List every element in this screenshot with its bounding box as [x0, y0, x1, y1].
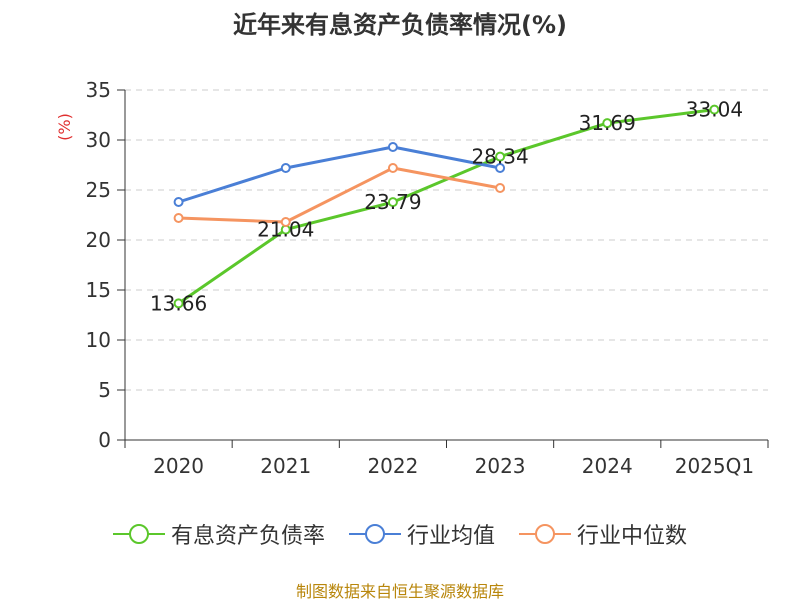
legend-label: 行业均值	[406, 524, 495, 549]
series-line-1	[178, 145, 501, 204]
y-tick-label: 30	[86, 128, 111, 152]
data-point	[709, 104, 720, 115]
series-line-0	[177, 108, 715, 305]
x-tick-label: 2021	[260, 454, 311, 478]
data-label: 23.79	[364, 190, 421, 214]
x-tick-label: 2023	[475, 454, 526, 478]
y-tick-label: 35	[86, 78, 111, 102]
legend-item-interest-debt-ratio[interactable]: 有息资产负债率	[112, 518, 325, 550]
data-point	[173, 298, 184, 309]
y-tick-label: 5	[98, 378, 111, 402]
x-tick-label: 2020	[153, 454, 204, 478]
data-label: 33.04	[686, 98, 743, 122]
chart-title: 近年来有息资产负债率情况(%)	[233, 11, 567, 39]
y-tick-label: 0	[98, 428, 111, 452]
chart-legend: 有息资产负债率 行业均值 行业中位数	[0, 518, 800, 550]
y-axis-label: (%)	[55, 113, 74, 141]
legend-item-industry-average[interactable]: 行业均值	[348, 518, 495, 550]
data-label: 31.69	[579, 111, 636, 135]
data-point	[280, 217, 291, 227]
data-point	[495, 163, 506, 173]
legend-label: 有息资产负债率	[170, 524, 325, 549]
x-tick-label: 2022	[367, 454, 418, 478]
data-label: 21.04	[257, 218, 314, 242]
y-tick-label: 10	[86, 328, 111, 352]
data-point	[387, 163, 398, 173]
data-point	[280, 163, 291, 173]
y-tick-label: 15	[86, 278, 111, 302]
legend-label: 行业中位数	[577, 524, 688, 549]
legend-marker-green-icon	[112, 524, 165, 544]
x-tick-label: 2025Q1	[675, 454, 754, 478]
y-tick-label: 25	[86, 178, 111, 202]
legend-item-industry-median[interactable]: 行业中位数	[519, 518, 687, 550]
legend-marker-orange-icon	[519, 524, 571, 544]
data-point	[387, 197, 398, 208]
series-line-2	[178, 166, 501, 224]
data-label: 28.34	[471, 145, 528, 169]
data-point	[387, 142, 398, 152]
y-tick-label: 20	[86, 228, 111, 252]
data-point	[173, 213, 184, 223]
data-point	[173, 197, 184, 207]
x-tick-label: 2024	[582, 454, 633, 478]
data-point	[495, 151, 506, 162]
data-point	[495, 183, 506, 193]
legend-marker-blue-icon	[348, 524, 401, 544]
data-point	[602, 118, 613, 129]
data-label: 13.66	[150, 291, 207, 315]
data-source-note: 制图数据来自恒生聚源数据库	[295, 582, 504, 601]
